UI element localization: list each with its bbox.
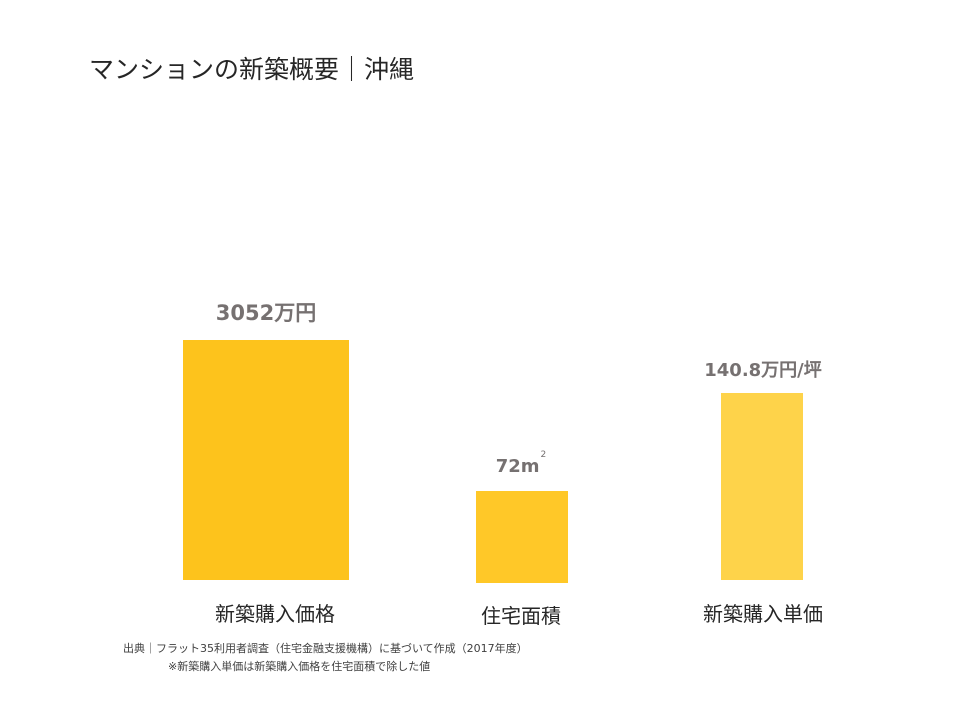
footnote: ※新築購入単価は新築購入価格を住宅面積で除した値 [168, 660, 431, 673]
data-label-price: 3052万円 [215, 301, 317, 325]
source-citation: 出典｜フラット35利用者調査（住宅金融支援機構）に基づいて作成（2017年度） [123, 642, 528, 655]
data-label-area: 72m2 [495, 450, 547, 477]
bar-new-unit-price [721, 393, 803, 580]
bar-house-area [476, 491, 568, 583]
category-label-area: 住宅面積 [481, 604, 561, 628]
data-label-unit-price: 140.8万円/坪 [704, 360, 822, 381]
bar-new-purchase-price [183, 340, 349, 580]
category-label-price: 新築購入価格 [215, 602, 335, 626]
page-title: マンションの新築概要｜沖縄 [89, 55, 415, 84]
category-label-unit-price: 新築購入単価 [703, 602, 823, 626]
